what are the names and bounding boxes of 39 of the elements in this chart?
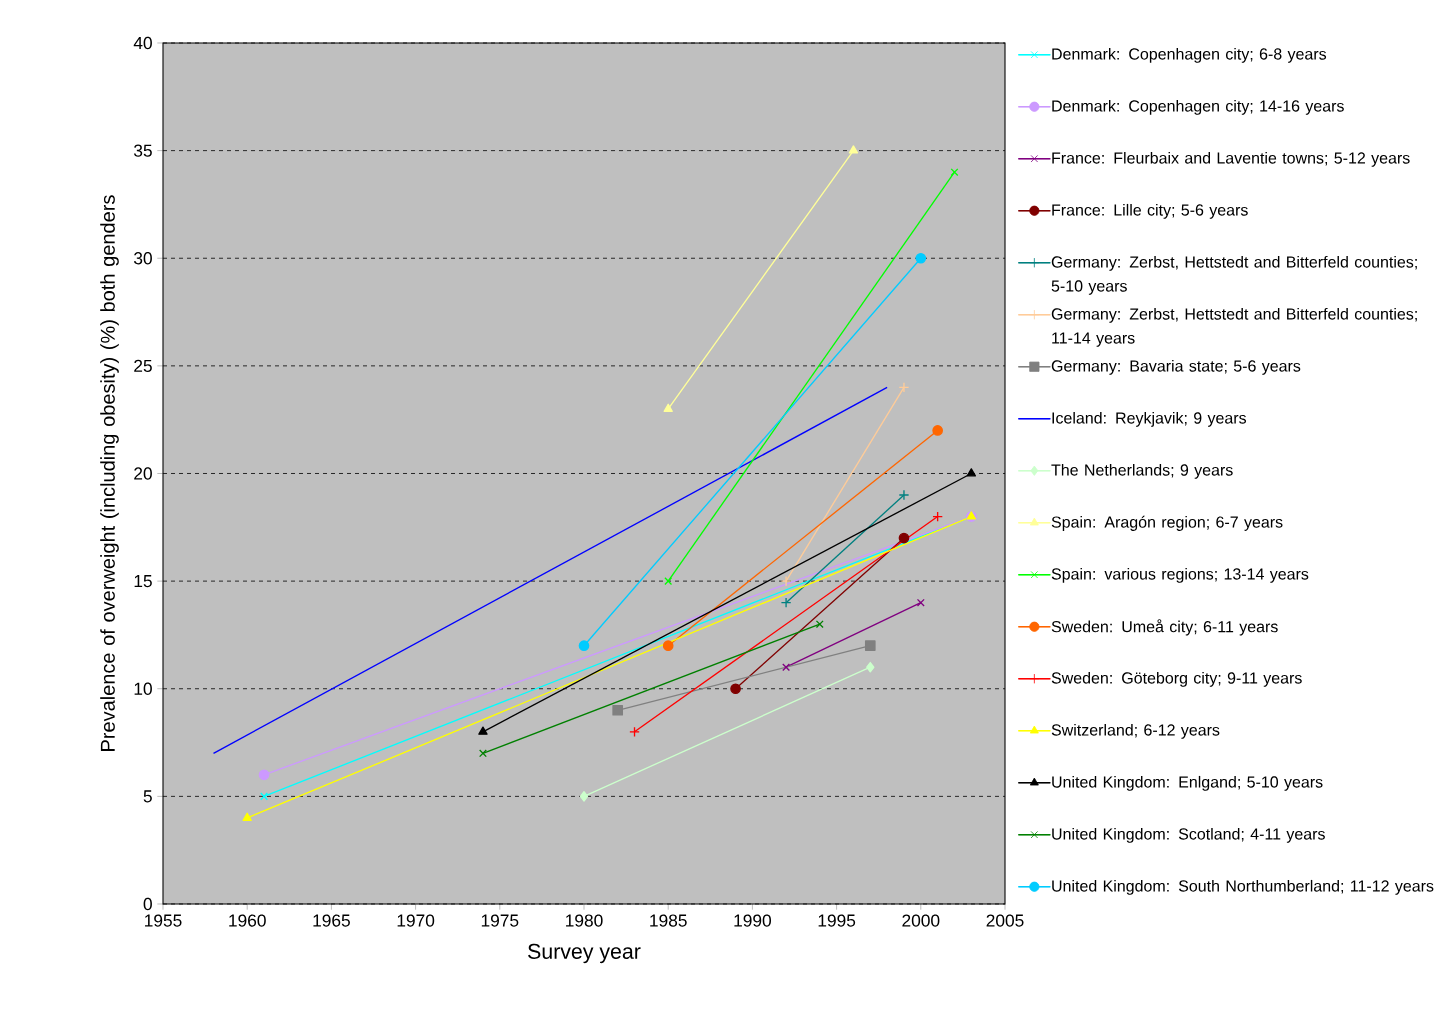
x-tick-label: 1970	[397, 914, 435, 927]
legend-label: Germany: Zerbst, Hettstedt and Bitterfeld counties; 11-14 years	[1051, 307, 1417, 347]
x-tick-label: 2005	[986, 914, 1024, 927]
legend-label: Spain: Aragón region; 6-7 years	[1051, 515, 1283, 531]
x-tick-label: 1980	[566, 914, 603, 927]
legend-label: France: Lille city; 5-6 years	[1052, 203, 1248, 219]
y-tick-label: 40	[133, 36, 152, 50]
y-axis-title: Prevalence of overweight (including obesity) (%) both genders	[100, 195, 119, 751]
y-tick-label: 25	[134, 359, 152, 373]
legend-label: Denmark: Copenhagen city; 6-8 years	[1052, 47, 1327, 63]
legend-label: Sweden: Göteborg city; 9-11 years	[1051, 671, 1302, 687]
x-tick-label: 1965	[313, 914, 350, 927]
legend-label: Switzerland; 6-12 years	[1051, 723, 1220, 739]
y-tick-label: 35	[134, 144, 152, 157]
legend-label: Iceland: Reykjavik; 9 years	[1052, 411, 1247, 427]
legend-label: The Netherlands; 9 years	[1051, 463, 1233, 479]
x-tick-label: 1960	[229, 914, 266, 927]
y-tick-label: 30	[134, 252, 152, 265]
y-tick-label: 0	[143, 897, 152, 911]
x-tick-label: 1990	[734, 914, 772, 927]
x-axis-title: Survey year	[528, 943, 641, 964]
legend-label: Denmark: Copenhagen city; 14-16 years	[1052, 99, 1344, 115]
y-tick-label: 20	[134, 467, 152, 480]
y-tick-label: 5	[143, 790, 152, 803]
x-tick-label: 2000	[902, 914, 940, 927]
x-tick-label: 1955	[145, 914, 182, 927]
x-tick-label: 1985	[650, 914, 687, 927]
y-tick-label: 15	[134, 575, 152, 588]
y-tick-label: 10	[134, 682, 152, 695]
legend-label: United Kingdom: South Northumberland; 11-12 years	[1052, 879, 1434, 895]
legend-label: United Kingdom: Enlgand; 5-10 years	[1052, 775, 1323, 791]
legend-label: Germany: Bavaria state; 5-6 years	[1051, 359, 1301, 375]
legend-label: Sweden: Umeå city; 6-11 years	[1051, 619, 1278, 636]
x-tick-label: 1975	[481, 914, 519, 927]
legend-label: Germany: Zerbst, Hettstedt and Bitterfeld counties; 5-10 years	[1051, 255, 1417, 295]
legend-label: United Kingdom: Scotland; 4-11 years	[1052, 827, 1325, 843]
legend-label: France: Fleurbaix and Laventie towns; 5-12 years	[1052, 151, 1410, 167]
x-tick-label: 1995	[818, 914, 856, 927]
legend-label: Spain: various regions; 13-14 years	[1051, 567, 1309, 583]
